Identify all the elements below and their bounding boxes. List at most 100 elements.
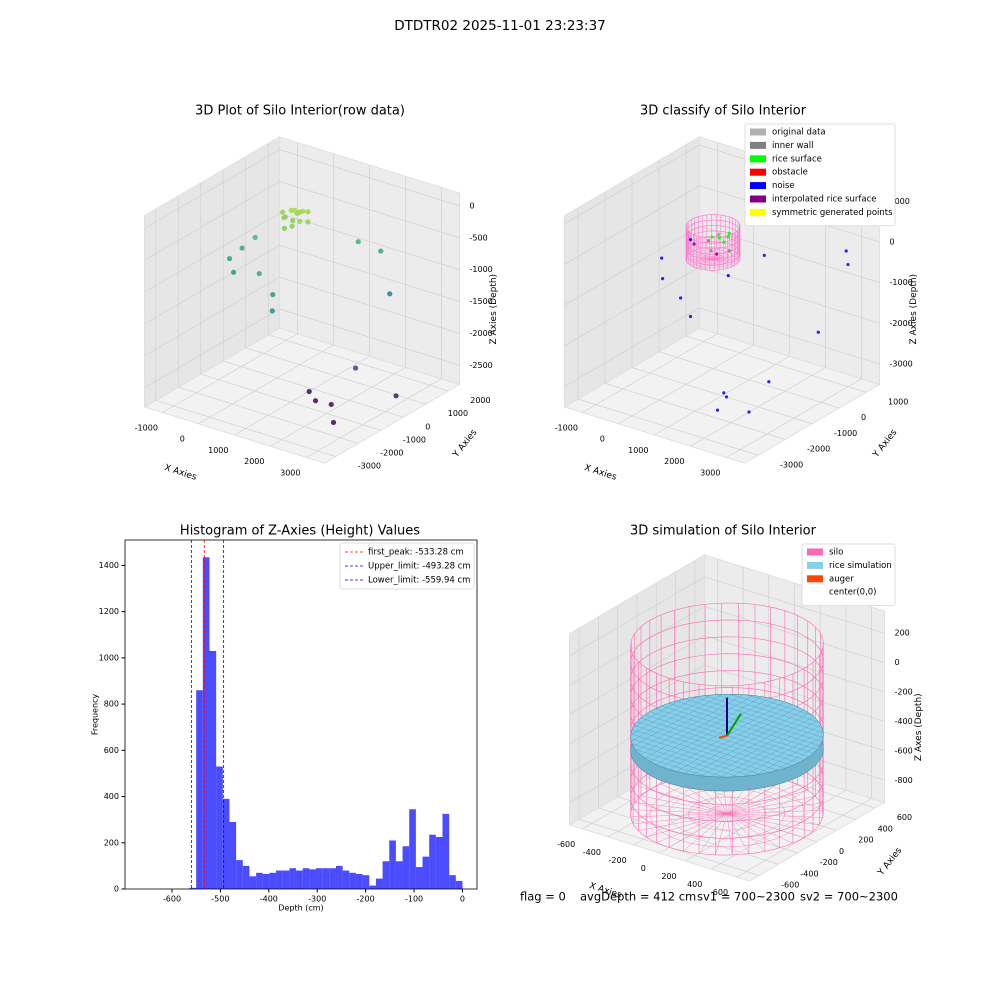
y-tick-label: 1000 <box>99 653 119 662</box>
silo-floor-line <box>726 813 820 825</box>
data-point <box>297 209 303 215</box>
legend-frame <box>801 543 896 607</box>
grid-line <box>564 185 700 265</box>
histogram-bar <box>429 834 436 889</box>
data-point <box>722 240 726 244</box>
histogram-bar <box>435 836 443 889</box>
z-axis-label: Z Axies (Depth) <box>489 274 499 345</box>
silo-floor-ring <box>701 253 725 264</box>
legend-swatch <box>750 182 766 190</box>
silo-floor-line <box>726 813 780 848</box>
x-tick-label: 1000 <box>208 446 228 455</box>
silo-floor-line <box>690 258 714 266</box>
data-point <box>679 296 683 300</box>
data-point <box>330 419 337 426</box>
silo-floor-line <box>660 783 728 814</box>
grid-line <box>631 367 813 425</box>
silo-floor-line <box>646 813 728 838</box>
histogram-bar <box>355 873 363 889</box>
data-point <box>305 209 311 215</box>
silo-floor-line <box>702 248 714 259</box>
legend-swatch <box>807 548 823 556</box>
grid-line <box>279 244 460 302</box>
histogram-bar <box>209 650 217 889</box>
data-point <box>355 239 361 245</box>
legend-label: rice surface <box>772 154 822 164</box>
data-point <box>692 242 696 246</box>
legend-swatch <box>750 195 766 203</box>
silo-floor-line <box>712 257 740 259</box>
x-tick-label: 600 <box>713 888 728 897</box>
y-tick-label: 800 <box>104 700 119 709</box>
grid-line <box>279 181 460 239</box>
silo-floor-line <box>712 251 736 259</box>
rice-mesh <box>756 735 824 775</box>
histogram-bar <box>342 870 350 889</box>
data-point <box>706 239 711 243</box>
y-tick-label: 1200 <box>99 607 119 616</box>
x-tick-label: -1000 <box>135 423 158 432</box>
x-tick-label: 2000 <box>244 457 264 466</box>
rice-mesh <box>676 704 792 772</box>
histogram-bar <box>449 875 456 889</box>
legend-label: symmetric generated points <box>772 208 893 218</box>
grid-line <box>306 378 442 458</box>
x-tick-label: -200 <box>609 856 627 865</box>
grid-line <box>658 351 840 409</box>
x-tick-label: 2000 <box>664 457 684 466</box>
histogram-bar <box>256 872 263 889</box>
grid-line <box>704 664 885 722</box>
y-tick-label: 600 <box>104 746 119 755</box>
rice-mesh <box>655 708 810 757</box>
grid-line <box>144 276 280 357</box>
silo-floor-line <box>687 255 714 259</box>
data-point <box>256 270 262 277</box>
histogram-bar <box>329 868 336 889</box>
chart-title: 3D Plot of Silo Interior(row data) <box>195 104 405 119</box>
histogram-bar <box>302 868 310 889</box>
data-point <box>239 245 245 251</box>
data-point <box>716 232 721 237</box>
y-axis-label: Frequency <box>91 694 100 736</box>
silo-floor-line <box>669 813 728 848</box>
rice-mesh <box>693 696 824 738</box>
x-tick-label: -1000 <box>555 423 578 432</box>
y-tick-label: 200 <box>858 836 873 845</box>
grid-line <box>564 266 700 347</box>
data-point <box>289 223 295 229</box>
grid-line <box>144 181 280 261</box>
z-tick-label: 1000 <box>890 197 910 206</box>
silo-floor-line <box>726 813 750 854</box>
silo-floor-line <box>709 258 714 271</box>
z-tick-label: -200 <box>895 688 913 697</box>
legend-frame <box>339 542 475 590</box>
y-tick-label: -1000 <box>403 435 426 444</box>
silo-floor-line <box>726 779 785 814</box>
histogram-bar <box>296 870 303 889</box>
data-point <box>816 330 820 334</box>
data-point <box>747 410 751 414</box>
data-point <box>727 249 731 253</box>
grid-line <box>200 373 381 431</box>
grid-line <box>569 664 705 745</box>
silo-floor-line <box>711 247 714 259</box>
rice-mesh <box>684 706 798 774</box>
histogram-bar <box>282 870 290 889</box>
rice-mesh <box>701 712 810 776</box>
auger <box>726 713 742 737</box>
x-tick-label: -600 <box>163 895 181 904</box>
data-point <box>252 234 258 240</box>
legend-label: Lower_limit: -559.94 cm <box>368 576 470 586</box>
data-point <box>393 393 399 399</box>
x-tick-label: 1000 <box>628 446 648 455</box>
plot-frame <box>124 539 478 890</box>
grid-line <box>564 144 700 225</box>
legend-label: obstacle <box>772 168 808 178</box>
footer-flag: flag = 0 <box>520 890 566 904</box>
histogram-bar <box>236 860 243 889</box>
silo-floor-line <box>712 255 740 259</box>
silo-floor-ring <box>688 796 766 831</box>
figure-title: DTDTR02 2025-11-01 23:23:37 <box>394 18 606 34</box>
histogram-bar <box>289 868 297 889</box>
